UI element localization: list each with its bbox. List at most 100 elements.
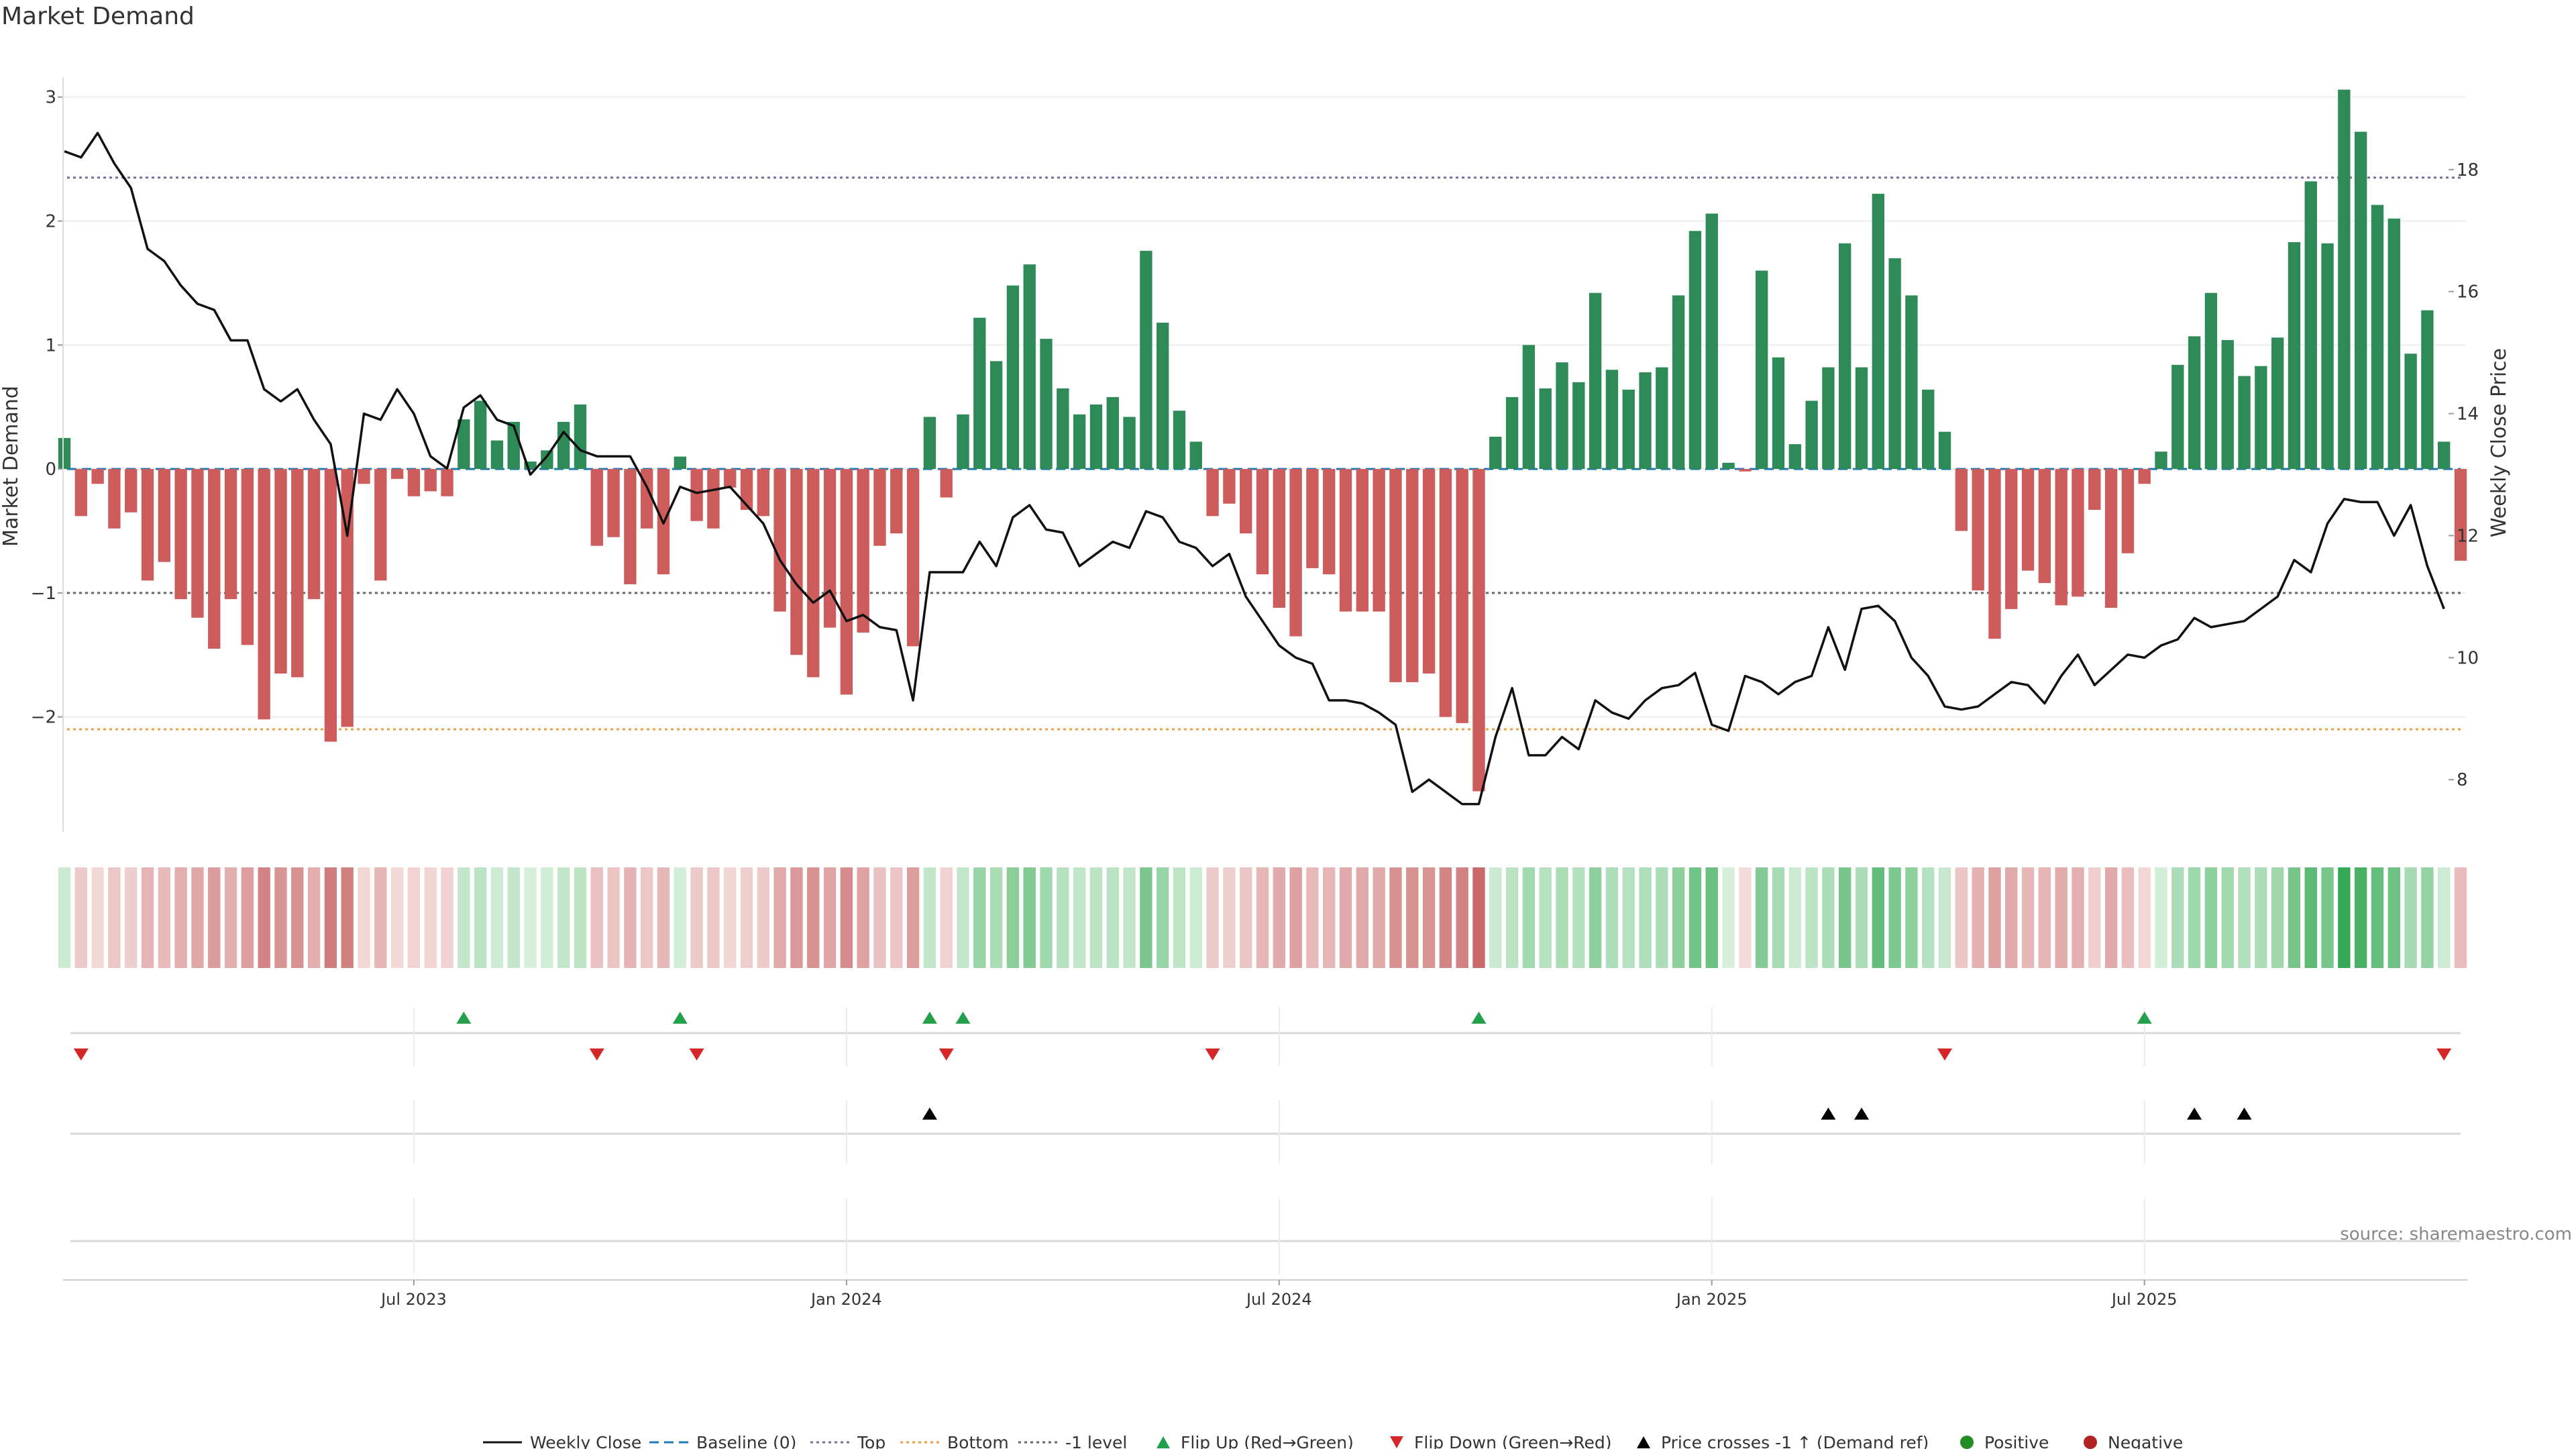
positive-bar	[1106, 396, 1119, 470]
positive-bar	[1023, 264, 1036, 470]
heat-cell	[857, 867, 869, 968]
y2-tick-label: 8	[2457, 770, 2468, 790]
heat-cell	[1739, 867, 1752, 968]
flip-up-marker	[1471, 1012, 1487, 1024]
negative-bar	[2055, 469, 2068, 606]
legend-item-positive: Positive	[1960, 1433, 2049, 1449]
heat-cell	[1106, 867, 1119, 968]
positive-bar	[1489, 437, 1502, 470]
negative-bar	[624, 469, 637, 584]
negative-bar	[890, 469, 903, 534]
negative-bar	[241, 469, 254, 645]
negative-bar	[407, 469, 421, 496]
positive-bar	[2188, 336, 2201, 470]
y-tick-label: 1	[45, 335, 56, 356]
heat-cell	[1872, 867, 1884, 968]
positive-bar	[541, 450, 553, 470]
legend-label-price-cross: Price crosses -1 ↑ (Demand ref)	[1661, 1433, 1929, 1449]
flip-up-marker	[456, 1012, 472, 1024]
heat-cell	[1805, 867, 1818, 968]
heat-cell	[1422, 867, 1436, 968]
positive-bar	[1006, 285, 1020, 470]
legend-label-baseline: Baseline (0)	[696, 1433, 796, 1449]
positive-bar	[1057, 388, 1069, 470]
positive-bar	[2338, 89, 2351, 470]
positive-bar	[2155, 451, 2167, 470]
negative-bar	[757, 469, 770, 517]
heat-cell	[1722, 867, 1735, 968]
positive-bar	[1639, 372, 1652, 470]
positive-bar	[557, 421, 570, 470]
positive-bar	[957, 414, 969, 470]
positive-bar	[2271, 337, 2284, 470]
heat-cell	[191, 867, 204, 968]
negative-bar	[274, 469, 287, 674]
heat-cell	[1556, 867, 1568, 968]
flip-down-marker	[73, 1049, 89, 1061]
heat-cell	[1373, 867, 1385, 968]
heat-cell	[707, 867, 720, 968]
negative-bar	[1739, 469, 1752, 472]
positive-bar	[2204, 292, 2218, 470]
flip-down-marker	[1205, 1049, 1220, 1061]
x-tick-label: Jan 2024	[810, 1290, 882, 1309]
heat-cell	[1040, 867, 1053, 968]
legend-label-top: Top	[857, 1433, 885, 1449]
heat-cell	[1273, 867, 1285, 968]
heat-cell	[2221, 867, 2234, 968]
negative-bar	[390, 469, 404, 479]
negative-bar	[873, 469, 886, 546]
heat-cell	[1206, 867, 1219, 968]
heat-cell	[1023, 867, 1036, 968]
heat-cell	[1888, 867, 1901, 968]
heat-cell	[674, 867, 686, 968]
heat-cell	[2387, 867, 2400, 968]
heat-cell	[590, 867, 603, 968]
negative-bar	[324, 469, 337, 742]
flip-up-marker	[955, 1012, 971, 1024]
negative-bar	[1223, 469, 1236, 504]
legend-item-flip-up: Flip Up (Red→Green)	[1157, 1433, 1354, 1449]
heat-cell	[1289, 867, 1302, 968]
heat-cell	[624, 867, 637, 968]
flip-down-marker	[1937, 1049, 1953, 1061]
heat-cell	[890, 867, 903, 968]
positive-bar	[58, 437, 71, 470]
positive-bar	[1905, 295, 1918, 470]
legend-label-bottom: Bottom	[947, 1433, 1009, 1449]
negative-bar	[790, 469, 803, 655]
heat-cell	[1057, 867, 1069, 968]
heat-cell	[807, 867, 820, 968]
negative-bar	[125, 469, 138, 513]
heat-cell	[2288, 867, 2301, 968]
heat-cell	[141, 867, 154, 968]
legend-item-flip-down: Flip Down (Green→Red)	[1390, 1433, 1612, 1449]
positive-bar	[1572, 382, 1585, 470]
price-cross-marker	[1854, 1108, 1869, 1120]
negative-bar	[74, 469, 87, 517]
heat-cell	[1522, 867, 1536, 968]
negative-bar	[740, 469, 753, 511]
positive-bar	[2238, 376, 2251, 470]
heat-cell	[1123, 867, 1136, 968]
heat-cell	[2055, 867, 2068, 968]
heat-cell	[524, 867, 537, 968]
heat-cell	[2171, 867, 2184, 968]
negative-bar	[108, 469, 121, 529]
negative-bar	[424, 469, 437, 492]
heat-cell	[1656, 867, 1668, 968]
heat-cell	[1472, 867, 1485, 968]
heat-cell	[158, 867, 171, 968]
positive-bar	[524, 461, 537, 470]
positive-bar	[973, 317, 986, 470]
positive-bar	[1556, 362, 1568, 470]
negative-bar	[590, 469, 603, 546]
negative-bar	[1456, 469, 1468, 723]
heat-cell	[2304, 867, 2317, 968]
negative-bar	[906, 469, 920, 647]
x-tick-label: Jul 2025	[2110, 1290, 2178, 1309]
heat-cell	[2271, 867, 2284, 968]
heat-cell	[724, 867, 737, 968]
y-tick-label: 2	[45, 211, 56, 231]
y2-tick-label: 16	[2457, 282, 2479, 303]
